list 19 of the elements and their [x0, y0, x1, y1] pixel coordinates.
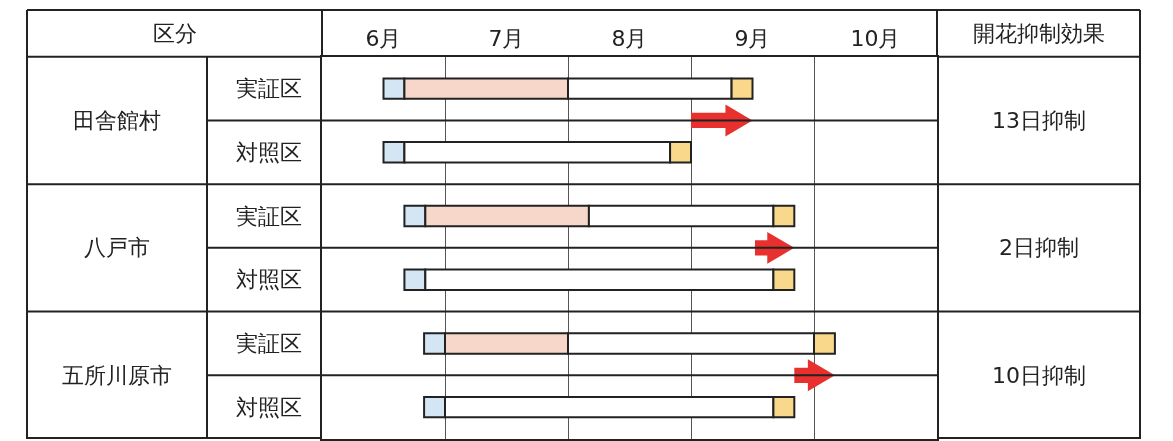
x-tick-label: 8月	[611, 25, 648, 51]
x-tick-label: 10月	[850, 25, 901, 51]
y-tick-label: 実証区	[235, 203, 302, 229]
y-tick-label: 実証区	[235, 76, 302, 102]
y-tick-label: 実証区	[235, 331, 302, 357]
x-tick-label: 6月	[365, 25, 402, 51]
text: 区分	[153, 21, 197, 46]
text: 13日抑制	[992, 108, 1086, 133]
y-tick-label: 対照区	[235, 267, 302, 293]
text: 開花抑制効果	[973, 21, 1105, 46]
text: 2日抑制	[999, 235, 1079, 260]
y-tick-label: 対照区	[235, 140, 302, 165]
y-tick-label: 対照区	[235, 394, 302, 420]
text: 五所川原市	[62, 363, 172, 388]
x-tick-label: 7月	[488, 25, 525, 51]
text: 田舎館村	[73, 108, 161, 133]
x-tick-label: 9月	[734, 25, 771, 51]
text: 八戸市	[84, 235, 150, 260]
text: 10日抑制	[992, 363, 1086, 388]
